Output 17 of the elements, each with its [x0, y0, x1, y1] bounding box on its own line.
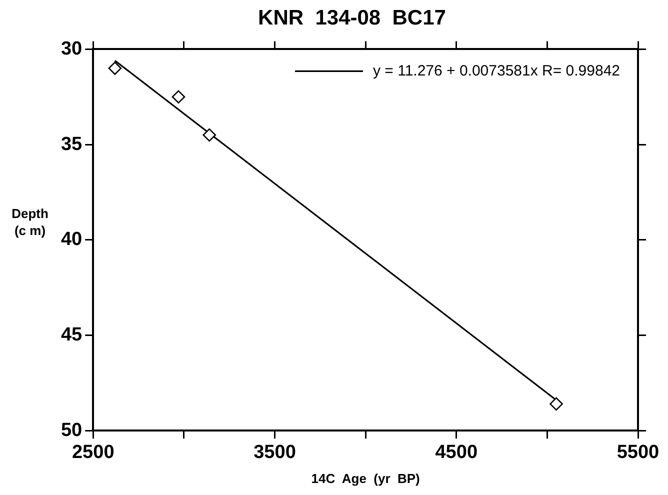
y-tick-label: 30 [60, 38, 82, 60]
chart-title: KNR 134-08 BC17 [258, 6, 446, 30]
x-tick-label: 4500 [435, 442, 478, 464]
x-tick-label: 5500 [616, 442, 660, 464]
y-tick-label: 35 [60, 134, 83, 155]
point [550, 397, 563, 411]
y-tick-label: 40 [60, 229, 82, 250]
point [202, 128, 216, 142]
x-tick-label: 2500 [72, 442, 114, 464]
y-axis-title: Depth (c m) [10, 205, 50, 239]
point [108, 62, 122, 75]
y-tick-label: 45 [60, 324, 83, 346]
y-tick-label: 50 [60, 420, 82, 441]
x-tick-label: 3500 [254, 442, 296, 464]
legend-label: y = 11.276 + 0.0073581x R= 0.99842 [372, 62, 620, 80]
x-axis-title: 14C Age (yr BP) [311, 470, 420, 486]
point [172, 90, 186, 104]
